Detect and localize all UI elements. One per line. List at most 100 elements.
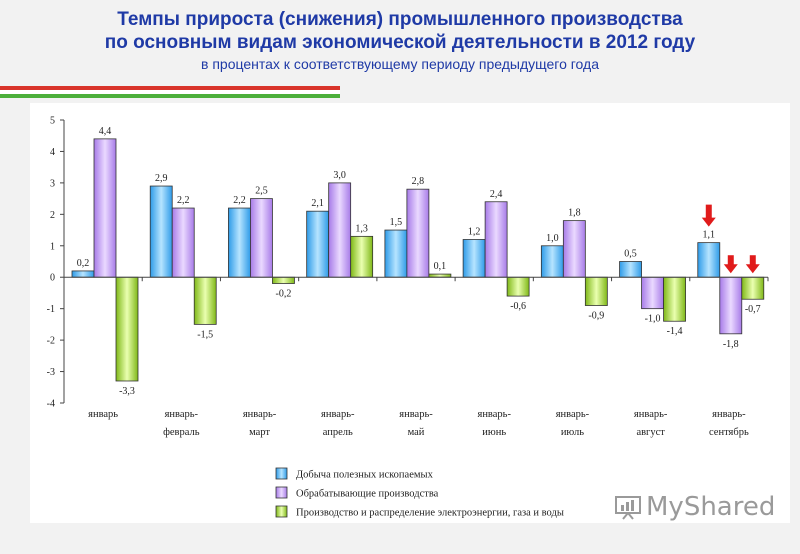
data-label: 2,8 [412, 176, 425, 187]
data-label: -0,7 [745, 304, 761, 315]
x-tick-label: январь- [556, 409, 590, 420]
legend-label: Обрабатывающие производства [296, 489, 439, 500]
data-label: 0,1 [434, 261, 447, 272]
y-tick-label: -2 [47, 336, 55, 347]
data-label: -3,3 [119, 386, 135, 397]
legend-label: Производство и распределение электроэнер… [296, 508, 564, 519]
bar [462, 239, 486, 278]
bar [306, 210, 330, 278]
bar [619, 261, 642, 278]
data-label: 1,5 [390, 217, 403, 228]
bar [193, 276, 217, 325]
watermark-text: MyShared [646, 492, 776, 522]
data-label: -1,5 [197, 329, 213, 340]
presentation-icon [615, 496, 641, 520]
data-label: -0,6 [510, 301, 526, 312]
data-label: 2,5 [255, 186, 268, 197]
data-label: 3,0 [333, 170, 346, 181]
x-tick-label: апрель [323, 427, 353, 438]
x-tick-label: февраль [163, 427, 200, 438]
bar [149, 185, 173, 278]
y-tick-label: -3 [47, 367, 55, 378]
x-tick-label: январь- [399, 409, 433, 420]
chart-header: Темпы прироста (снижения) промышленного … [0, 8, 800, 74]
bar [719, 276, 743, 335]
data-label: -0,2 [276, 289, 292, 300]
bar [228, 207, 251, 278]
stripe-green [0, 94, 340, 98]
bar [697, 242, 721, 278]
x-tick-label: январь- [477, 409, 511, 420]
y-tick-label: 2 [50, 210, 55, 221]
stripe-white [0, 90, 340, 94]
bar [641, 276, 664, 310]
data-label: -0,9 [588, 311, 604, 322]
bar [250, 198, 273, 278]
chart-subtitle: в процентах к соответствующему периоду п… [201, 56, 599, 72]
legend-swatch [275, 467, 288, 480]
y-tick-label: 4 [50, 147, 55, 158]
y-tick-label: -4 [47, 399, 55, 410]
arrow-down-icon [701, 204, 716, 227]
arrow-down-icon [745, 255, 760, 274]
data-label: 2,1 [311, 198, 324, 209]
y-tick-label: 3 [50, 178, 55, 189]
data-label: 4,4 [99, 126, 112, 137]
bar [93, 138, 117, 278]
x-tick-label: июнь [482, 427, 506, 438]
x-tick-label: июль [561, 427, 584, 438]
bar [350, 235, 374, 278]
y-tick-label: 0 [50, 273, 55, 284]
legend-swatch [275, 505, 288, 518]
decorative-flag-stripes [0, 84, 340, 104]
x-tick-label: январь [88, 409, 118, 420]
bar [506, 276, 530, 297]
legend-swatch [275, 486, 288, 499]
data-label: -1,0 [645, 314, 661, 325]
bar [584, 276, 608, 306]
bar [115, 276, 139, 382]
x-tick-label: январь- [634, 409, 668, 420]
bar [540, 245, 564, 278]
y-tick-label: 5 [50, 116, 55, 127]
data-label: 2,9 [155, 173, 168, 184]
x-tick-label: январь- [243, 409, 277, 420]
x-tick-label: январь- [321, 409, 355, 420]
chart-title-line2: по основным видам экономической деятельн… [104, 32, 696, 53]
arrow-down-icon [723, 255, 738, 274]
x-tick-label: январь- [165, 409, 199, 420]
data-label: 2,2 [177, 195, 190, 206]
bar [71, 270, 95, 278]
bar [384, 229, 408, 278]
bar [484, 201, 508, 278]
data-label: -1,8 [723, 339, 739, 350]
x-tick-label: май [408, 427, 425, 438]
bar [562, 220, 586, 278]
bar [741, 276, 765, 300]
bar [272, 276, 295, 284]
x-tick-label: март [249, 427, 270, 438]
data-label: 1,2 [468, 226, 481, 237]
x-tick-label: август [636, 427, 665, 438]
bar [328, 182, 352, 278]
data-label: 1,3 [355, 223, 368, 234]
data-label: 0,2 [77, 258, 90, 269]
x-tick-label: сентябрь [709, 427, 749, 438]
legend-label: Добыча полезных ископаемых [296, 470, 434, 481]
watermark-logo: MyShared [610, 488, 780, 528]
bar [663, 276, 686, 322]
data-label: -1,4 [667, 326, 683, 337]
data-label: 0,5 [624, 249, 637, 260]
data-label: 2,2 [233, 195, 246, 206]
y-tick-label: -1 [47, 304, 55, 315]
data-label: 1,0 [546, 233, 559, 244]
x-tick-label: январь- [712, 409, 746, 420]
data-label: 1,1 [703, 230, 716, 241]
data-label: 1,8 [568, 208, 581, 219]
stripe-red [0, 86, 340, 90]
data-label: 2,4 [490, 189, 503, 200]
chart-title-line1: Темпы прироста (снижения) промышленного … [117, 9, 683, 30]
bar [171, 207, 195, 278]
y-tick-label: 1 [50, 241, 55, 252]
